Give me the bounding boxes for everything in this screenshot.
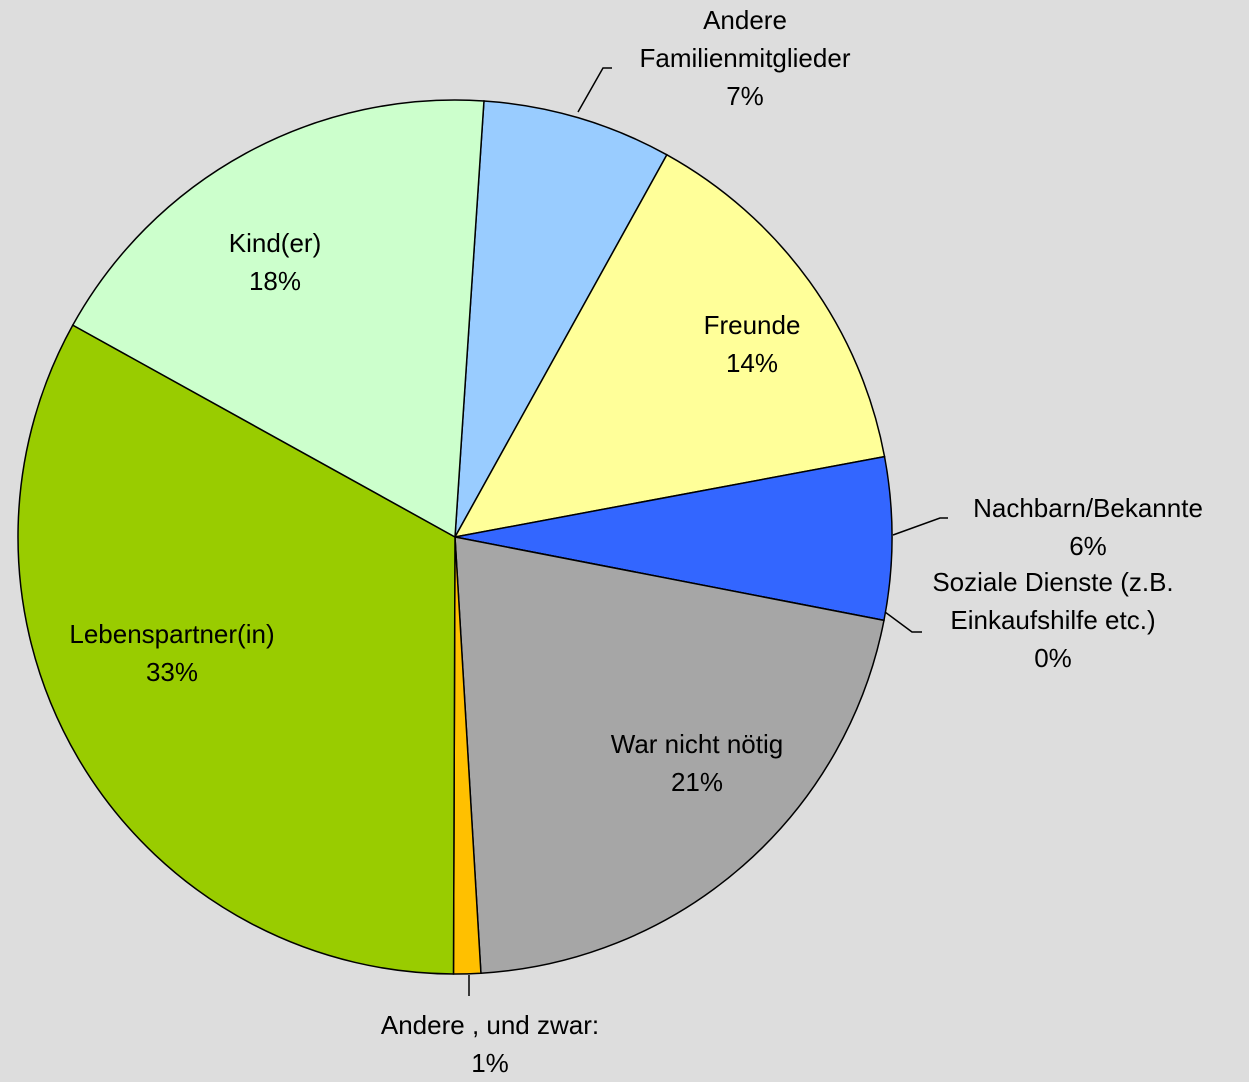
- category-label: Lebenspartner(in): [69, 619, 275, 649]
- category-label: Nachbarn/Bekannte: [973, 493, 1203, 523]
- pie-slice: [17, 324, 456, 975]
- category-label: Soziale Dienste (z.B. Einkaufshilfe etc.…: [932, 567, 1174, 635]
- slice-label: Lebenspartner(in) 33%: [22, 615, 322, 691]
- value-label: 18%: [248, 266, 302, 296]
- category-label: Andere Familienmitglieder: [639, 5, 851, 73]
- category-label: Andere , und zwar:: [380, 1010, 600, 1040]
- slice-label: Freunde 14%: [622, 306, 882, 382]
- slice-label: Kind(er) 18%: [145, 224, 405, 300]
- value-label: 21%: [670, 767, 724, 797]
- category-label: Kind(er): [228, 228, 322, 258]
- value-label: 0%: [1034, 643, 1072, 673]
- leader-line: [577, 67, 612, 113]
- leader-lines: [468, 67, 948, 996]
- value-label: 6%: [1069, 531, 1107, 561]
- pie-slice: [454, 100, 668, 538]
- pie-slice: [454, 536, 885, 975]
- category-label: Freunde: [703, 310, 801, 340]
- value-label: 33%: [145, 657, 199, 687]
- leader-line: [884, 611, 922, 633]
- slice-label: Nachbarn/Bekannte 6%: [938, 489, 1238, 565]
- leader-line: [892, 517, 948, 536]
- pie-slice: [454, 455, 893, 622]
- category-label: War nicht nötig: [610, 729, 784, 759]
- slice-label: Soziale Dienste (z.B. Einkaufshilfe etc.…: [918, 563, 1188, 677]
- pie-slice: [71, 99, 485, 539]
- slice-label: War nicht nötig 21%: [547, 725, 847, 801]
- value-label: 7%: [726, 81, 764, 111]
- value-label: 14%: [725, 348, 779, 378]
- slice-label: Andere , und zwar: 1%: [340, 1006, 640, 1082]
- pie: [17, 99, 893, 975]
- value-label: 1%: [471, 1048, 509, 1078]
- slice-label: Andere Familienmitglieder 7%: [600, 1, 890, 115]
- pie-slice: [453, 153, 886, 539]
